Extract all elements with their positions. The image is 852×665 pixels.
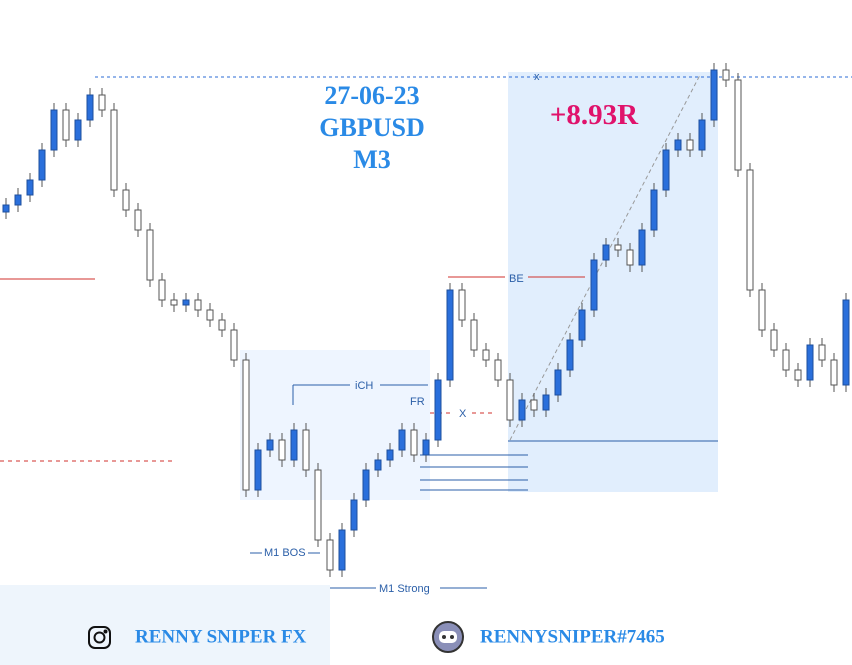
candle-body — [470, 319, 478, 351]
zone — [240, 350, 430, 500]
candle-body — [458, 289, 466, 321]
candle-body — [362, 469, 370, 501]
candle-body — [74, 119, 82, 141]
candle-body — [614, 244, 622, 251]
candle-body — [122, 189, 130, 211]
candles — [2, 63, 850, 577]
candle-body — [314, 469, 322, 541]
candle-body — [590, 259, 598, 311]
candle-body — [86, 94, 94, 121]
candle-body — [50, 109, 58, 151]
candle-body — [626, 249, 634, 266]
candle-body — [158, 279, 166, 301]
candle-body — [662, 149, 670, 191]
ich-label: iCH — [355, 380, 373, 392]
candle-body — [554, 369, 562, 396]
candle-body — [782, 349, 790, 371]
date: 27-06-23 — [324, 81, 419, 110]
candle-body — [530, 399, 538, 411]
candle-body — [494, 359, 502, 381]
candle-body — [734, 79, 742, 171]
candle-body — [482, 349, 490, 361]
discord-handle: RENNYSNIPER#7465 — [480, 626, 665, 647]
candle-body — [182, 299, 190, 306]
candle-body — [758, 289, 766, 331]
pair: GBPUSD — [319, 113, 424, 142]
fr-label: FR — [410, 396, 425, 408]
candle-body — [806, 344, 814, 381]
candle-body — [542, 394, 550, 411]
candle-body — [722, 69, 730, 81]
timeframe: M3 — [353, 145, 391, 174]
candle-body — [242, 359, 250, 491]
candle-body — [770, 329, 778, 351]
candle-body — [506, 379, 514, 421]
result: +8.93R — [550, 99, 639, 131]
candle-body — [194, 299, 202, 311]
candle-body — [62, 109, 70, 141]
candle-body — [278, 439, 286, 461]
candle-body — [326, 539, 334, 571]
candle-body — [26, 179, 34, 196]
candle-body — [98, 94, 106, 111]
candle-body — [698, 119, 706, 151]
candle-body — [218, 319, 226, 331]
bos-label: M1 BOS — [264, 547, 306, 559]
target-marker: x — [534, 71, 540, 83]
candle-body — [578, 309, 586, 341]
candle-body — [686, 139, 694, 151]
candle-body — [350, 499, 358, 531]
candle-body — [302, 429, 310, 471]
candle-body — [254, 449, 262, 491]
candle-body — [410, 429, 418, 456]
candle-body — [398, 429, 406, 451]
candle-body — [566, 339, 574, 371]
candle-body — [2, 204, 10, 213]
instagram-handle: RENNY SNIPER FX — [135, 626, 307, 647]
candle-body — [422, 439, 430, 456]
candle-body — [386, 449, 394, 461]
candle-body — [14, 194, 22, 206]
candle-body — [134, 209, 142, 231]
strong-label: M1 Strong — [379, 583, 430, 595]
candle-body — [434, 379, 442, 441]
candle-body — [170, 299, 178, 306]
entry-marker: X — [459, 408, 467, 420]
footer-band — [0, 585, 330, 665]
candle-body — [746, 169, 754, 291]
candle-body — [446, 289, 454, 381]
candle-body — [518, 399, 526, 421]
trade-zone — [508, 72, 718, 492]
instagram-icon — [88, 626, 111, 649]
candle-body — [266, 439, 274, 451]
candle-body — [602, 244, 610, 261]
candle-body — [842, 299, 850, 386]
candle-body — [710, 69, 718, 121]
candle-body — [374, 459, 382, 471]
candle-body — [230, 329, 238, 361]
be-label: BE — [509, 273, 524, 285]
candle-body — [818, 344, 826, 361]
discord-icon — [432, 621, 464, 653]
candle-body — [650, 189, 658, 231]
candle-body — [146, 229, 154, 281]
candle-body — [110, 109, 118, 191]
candle-body — [794, 369, 802, 381]
candle-body — [206, 309, 214, 321]
candle-body — [638, 229, 646, 266]
candle-body — [674, 139, 682, 151]
candle-body — [830, 359, 838, 386]
candle-body — [338, 529, 346, 571]
candle-body — [290, 429, 298, 461]
candle-body — [38, 149, 46, 181]
